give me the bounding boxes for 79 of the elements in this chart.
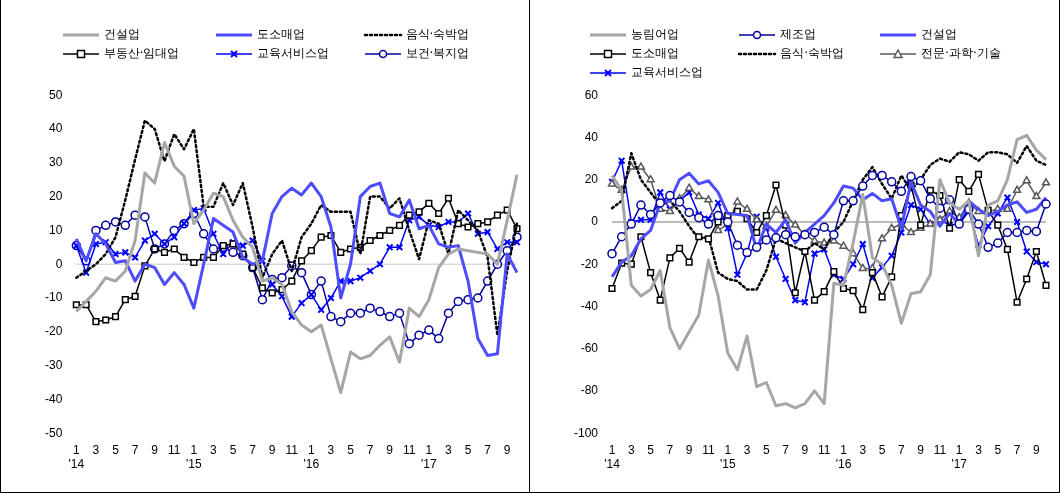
y-tick-label: 20: [48, 188, 63, 203]
x-tick-label: 7: [782, 442, 790, 457]
y-tick-label: -50: [45, 425, 63, 440]
x-tick-label: 1 '14: [68, 442, 85, 472]
x-tick-label: 11: [702, 442, 716, 457]
y-tick-label: -60: [580, 341, 599, 356]
x-tick-label: 1 '17: [951, 442, 968, 472]
y-tick-label: 40: [48, 121, 63, 136]
x-tick-label: 7: [898, 442, 905, 457]
y-tick-label: 60: [584, 87, 599, 102]
x-tick-label: 7: [249, 442, 257, 457]
x-tick-label: 9: [1033, 442, 1041, 457]
x-tick-label: 3: [445, 442, 453, 457]
x-tick-label: 3: [975, 442, 983, 457]
x-tick-label: 11: [168, 442, 181, 457]
legend-label: 부동산·임대업: [103, 45, 180, 62]
y-tick-label: -80: [580, 383, 599, 398]
x-tick-label: 3: [627, 442, 635, 457]
x-tick-label: 11: [285, 442, 299, 457]
x-tick-label: 5: [762, 442, 770, 457]
x-tick-label: 9: [801, 442, 809, 457]
x-tick-label: 11: [933, 442, 947, 457]
x-tick-label: 9: [268, 442, 276, 457]
x-tick-label: 3: [743, 442, 751, 457]
y-tick-label: -30: [45, 357, 63, 372]
legend-label: 제조업: [780, 26, 817, 43]
x-tick-label: 9: [917, 442, 925, 457]
x-tick-label: 5: [994, 442, 1002, 457]
x-tick-label: 1 '14: [604, 442, 621, 472]
x-tick-label: 7: [666, 442, 674, 457]
y-tick-label: -40: [45, 391, 63, 406]
y-tick-label: 0: [591, 214, 599, 229]
x-tick-label: 9: [685, 442, 693, 457]
legend-label: 건설업: [103, 26, 140, 43]
x-tick-label: 9: [503, 442, 511, 457]
legend-label: 건설업: [921, 26, 958, 43]
y-tick-label: 50: [48, 87, 63, 102]
x-tick-label: 11: [403, 442, 416, 457]
x-tick-label: 5: [229, 442, 237, 457]
x-tick-label: 5: [878, 442, 886, 457]
x-tick-label: 7: [131, 442, 139, 457]
x-tick-label: 1 '16: [303, 442, 320, 472]
x-tick-label: 11: [817, 442, 831, 457]
x-tick-label: 1 '15: [186, 442, 202, 472]
x-tick-label: 1 '16: [835, 442, 852, 472]
x-tick-label: 3: [327, 442, 335, 457]
x-tick-label: 5: [347, 442, 355, 457]
x-tick-label: 3: [92, 442, 100, 457]
y-tick-label: 30: [48, 155, 63, 170]
x-tick-label: 5: [464, 442, 472, 457]
legend-label: 전문·과학·기술: [921, 45, 1001, 62]
x-tick-label: 3: [210, 442, 218, 457]
x-tick-label: 1 '15: [719, 442, 736, 472]
legend-label: 음식·숙박업: [405, 26, 470, 43]
y-tick-label: 40: [584, 129, 599, 144]
y-tick-label: 20: [584, 172, 599, 187]
y-tick-label: 10: [48, 222, 63, 237]
x-tick-label: 9: [151, 442, 159, 457]
y-tick-label: -20: [580, 256, 599, 271]
legend-label: 도소매업: [631, 45, 680, 62]
x-tick-label: 3: [859, 442, 867, 457]
y-tick-label: -20: [45, 324, 63, 339]
x-tick-label: 9: [386, 442, 394, 457]
x-tick-label: 7: [366, 442, 374, 457]
x-tick-label: 1 '17: [421, 442, 438, 472]
x-tick-label: 5: [112, 442, 120, 457]
y-tick-label: -100: [573, 425, 599, 440]
legend-label: 도소매업: [256, 26, 305, 43]
y-tick-label: -10: [45, 290, 63, 305]
legend-label: 교육서비스업: [256, 45, 329, 62]
y-tick-label: -40: [580, 298, 599, 313]
legend-label: 음식·숙박업: [780, 45, 845, 62]
legend-label: 농림어업: [631, 26, 680, 43]
x-tick-label: 7: [484, 442, 492, 457]
legend-label: 교육서비스업: [631, 64, 704, 81]
y-tick-label: 0: [55, 256, 63, 271]
x-tick-label: 7: [1013, 442, 1021, 457]
x-tick-label: 5: [647, 442, 655, 457]
legend-label: 보건·복지업: [405, 45, 470, 62]
